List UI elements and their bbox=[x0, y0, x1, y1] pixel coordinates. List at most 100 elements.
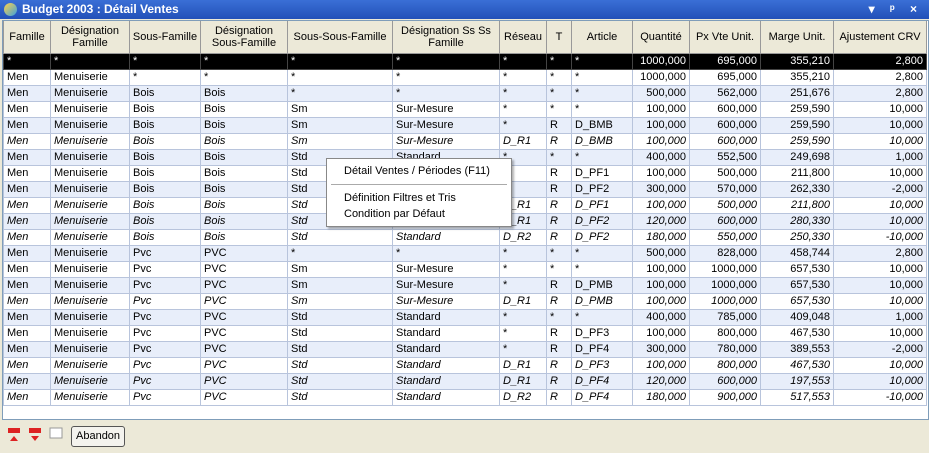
cell: Pvc bbox=[129, 341, 201, 358]
cell: D_R2 bbox=[499, 229, 547, 246]
row[interactable]: Men Menuiserie Bois Bois Std Standard D_R2 R D_P… bbox=[3, 229, 927, 246]
row[interactable]: Men Menuiserie Pvc PVC Sm Sur-Mesure D_R1 R D_PM… bbox=[3, 293, 927, 310]
cell: 1000,000 bbox=[632, 53, 690, 70]
cell: * bbox=[499, 341, 547, 358]
cell: Standard bbox=[392, 357, 500, 374]
cell: Std bbox=[287, 229, 393, 246]
column-header[interactable]: Marge Unit. bbox=[760, 21, 834, 54]
cell: 10,000 bbox=[833, 277, 927, 294]
cell: 211,800 bbox=[760, 165, 834, 182]
cell: R bbox=[546, 293, 572, 310]
row[interactable]: Men Menuiserie Pvc PVC Std Standard * R D_PF4 300… bbox=[3, 341, 927, 358]
cell: D_PF3 bbox=[571, 357, 633, 374]
column-header[interactable]: Désignation Sous-Famille bbox=[200, 21, 288, 54]
cell: 100,000 bbox=[632, 293, 690, 310]
cell: Sm bbox=[287, 117, 393, 134]
cell: 180,000 bbox=[632, 229, 690, 246]
cell: D_R1 bbox=[499, 293, 547, 310]
cell: * bbox=[546, 309, 572, 326]
column-header[interactable]: Sous-Famille bbox=[129, 21, 201, 54]
cell: 500,000 bbox=[632, 245, 690, 262]
cell: 389,553 bbox=[760, 341, 834, 358]
cell: * bbox=[129, 69, 201, 86]
row[interactable]: Men Menuiserie Pvc PVC Sm Sur-Mesure * * * 100,00… bbox=[3, 261, 927, 278]
cell: Men bbox=[3, 277, 51, 294]
cell: Bois bbox=[200, 133, 288, 150]
abandon-button[interactable]: Abandon bbox=[71, 426, 126, 447]
cell: Std bbox=[287, 341, 393, 358]
cell: Std bbox=[287, 325, 393, 342]
column-header[interactable]: Désignation Famille bbox=[50, 21, 130, 54]
cell: R bbox=[546, 389, 572, 406]
title-bar: Budget 2003 : Détail Ventes ▾ ᵖ × bbox=[0, 0, 929, 19]
icon-button[interactable] bbox=[7, 426, 21, 444]
context-menu: Détail Ventes / Périodes (F11) Définition… bbox=[326, 158, 512, 227]
cell: 100,000 bbox=[632, 325, 690, 342]
row[interactable]: Men Menuiserie Bois Bois Sm Sur-Mesure D_R1 R D_… bbox=[3, 133, 927, 150]
cell: Pvc bbox=[129, 293, 201, 310]
row[interactable]: Men Menuiserie Bois Bois * * * * * 500,000 562,000… bbox=[3, 85, 927, 102]
cell: Menuiserie bbox=[50, 373, 130, 390]
cell: -2,000 bbox=[833, 341, 927, 358]
cell: 100,000 bbox=[632, 357, 690, 374]
row[interactable]: Men Menuiserie Pvc PVC * * * * * 500,000 828,000 45… bbox=[3, 245, 927, 262]
cell: * bbox=[499, 85, 547, 102]
cell: D_PF2 bbox=[571, 229, 633, 246]
cell: Standard bbox=[392, 229, 500, 246]
cell: PVC bbox=[200, 325, 288, 342]
cell: Menuiserie bbox=[50, 117, 130, 134]
menu-item[interactable]: Condition par Défaut bbox=[344, 208, 445, 220]
cell: Menuiserie bbox=[50, 309, 130, 326]
cell: Menuiserie bbox=[50, 213, 130, 230]
row[interactable]: Men Menuiserie Pvc PVC Std Standard D_R1 R D_PF4… bbox=[3, 373, 927, 390]
row[interactable]: Men Menuiserie Bois Bois Std Standard * * * 400,0… bbox=[3, 149, 927, 166]
row[interactable]: Men Menuiserie Pvc PVC Std Standard * R D_PF3 100… bbox=[3, 325, 927, 342]
icon-button[interactable] bbox=[49, 426, 63, 444]
column-header[interactable]: Article bbox=[571, 21, 633, 54]
column-header[interactable]: Sous-Sous-Famille bbox=[287, 21, 393, 54]
cell: Sur-Mesure bbox=[392, 101, 500, 118]
row[interactable]: Men Menuiserie * * * * * * * 1000,000 695,000 355,2… bbox=[3, 69, 927, 86]
cell: 280,330 bbox=[760, 213, 834, 230]
cell: D_PF3 bbox=[571, 325, 633, 342]
cell: 500,000 bbox=[632, 85, 690, 102]
row[interactable]: Men Menuiserie Pvc PVC Std Standard D_R1 R D_PF3… bbox=[3, 357, 927, 374]
column-header[interactable]: Ajustement CRV bbox=[833, 21, 927, 54]
cell: * bbox=[50, 53, 130, 70]
cell: * bbox=[129, 53, 201, 70]
column-header[interactable]: Réseau bbox=[499, 21, 547, 54]
row[interactable]: Men Menuiserie Pvc PVC Sm Sur-Mesure * R D_PMB 10… bbox=[3, 277, 927, 294]
cell: Sur-Mesure bbox=[392, 133, 500, 150]
cell: D_R2 bbox=[499, 389, 547, 406]
cell: 100,000 bbox=[632, 117, 690, 134]
column-header[interactable]: T bbox=[546, 21, 572, 54]
menu-item[interactable]: Définition Filtres et Tris bbox=[344, 192, 456, 204]
row[interactable]: * * * * * * * * * 1000,000 695,000 355,210 2,800 bbox=[3, 53, 927, 70]
cell: 259,590 bbox=[760, 101, 834, 118]
cell: Bois bbox=[129, 213, 201, 230]
menu-item[interactable]: Détail Ventes / Périodes (F11) bbox=[344, 165, 490, 177]
cell: Men bbox=[3, 293, 51, 310]
cell: Menuiserie bbox=[50, 85, 130, 102]
cell: 10,000 bbox=[833, 325, 927, 342]
cell: Men bbox=[3, 117, 51, 134]
column-header[interactable]: Quantité bbox=[632, 21, 690, 54]
cell: 780,000 bbox=[689, 341, 761, 358]
column-header[interactable]: Famille bbox=[3, 21, 51, 54]
cell: R bbox=[546, 277, 572, 294]
row[interactable]: Men Menuiserie Bois Bois Sm Sur-Mesure * R D_BMB… bbox=[3, 117, 927, 134]
cell: Sm bbox=[287, 293, 393, 310]
row[interactable]: Men Menuiserie Pvc PVC Std Standard * * * 400,000… bbox=[3, 309, 927, 326]
cell: 500,000 bbox=[689, 165, 761, 182]
column-header[interactable]: Px Vte Unit. bbox=[689, 21, 761, 54]
column-header[interactable]: Désignation Ss Ss Famille bbox=[392, 21, 500, 54]
cell: 100,000 bbox=[632, 101, 690, 118]
cell: Bois bbox=[200, 117, 288, 134]
row[interactable]: Men Menuiserie Bois Bois Sm Sur-Mesure * * * 100,… bbox=[3, 101, 927, 118]
cell: Bois bbox=[129, 133, 201, 150]
icon-button[interactable] bbox=[28, 426, 42, 444]
row[interactable]: Men Menuiserie Pvc PVC Std Standard D_R2 R D_PF4… bbox=[3, 389, 927, 406]
cell: * bbox=[3, 53, 51, 70]
cell: Men bbox=[3, 373, 51, 390]
window-buttons[interactable]: ▾ ᵖ × bbox=[868, 2, 923, 16]
